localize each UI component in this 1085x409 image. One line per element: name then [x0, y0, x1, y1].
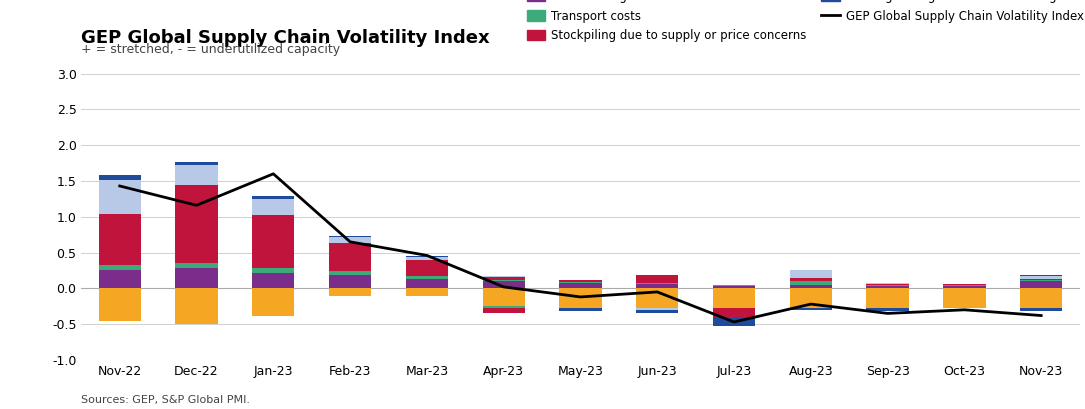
Bar [560, 282, 601, 283]
Bar [252, 196, 294, 199]
Bar [867, 288, 909, 308]
Bar [406, 276, 448, 279]
Bar [406, 288, 448, 295]
Bar [406, 256, 448, 257]
Bar [252, 215, 294, 268]
Bar [329, 236, 371, 237]
Bar [713, 288, 755, 308]
Bar [790, 288, 832, 308]
Bar [790, 278, 832, 281]
Bar [329, 237, 371, 243]
Bar [99, 180, 141, 214]
Bar [176, 184, 218, 263]
Bar [1020, 275, 1062, 276]
Bar [329, 243, 371, 271]
Bar [329, 288, 371, 295]
Bar [790, 270, 832, 278]
Bar [636, 284, 678, 288]
Bar [483, 281, 525, 288]
Bar [329, 271, 371, 276]
Bar [483, 276, 525, 277]
Bar [790, 308, 832, 310]
Bar [560, 308, 601, 311]
Bar [1020, 288, 1062, 308]
Bar [1020, 279, 1062, 280]
Bar [176, 268, 218, 288]
Bar [99, 175, 141, 180]
Bar [252, 268, 294, 272]
Bar [406, 279, 448, 288]
Bar [1020, 280, 1062, 281]
Bar [867, 285, 909, 286]
Bar [713, 308, 755, 318]
Bar [636, 310, 678, 313]
Text: + = stretched, - = underutilized capacity: + = stretched, - = underutilized capacit… [81, 43, 341, 56]
Bar [1020, 281, 1062, 288]
Bar [1020, 308, 1062, 310]
Bar [329, 276, 371, 288]
Bar [790, 285, 832, 288]
Bar [560, 283, 601, 288]
Bar [483, 277, 525, 280]
Bar [99, 270, 141, 288]
Bar [867, 284, 909, 285]
Bar [406, 261, 448, 276]
Bar [252, 272, 294, 288]
Bar [943, 285, 985, 286]
Bar [713, 285, 755, 286]
Bar [483, 306, 525, 308]
Bar [636, 288, 678, 308]
Bar [176, 288, 218, 324]
Bar [483, 288, 525, 306]
Bar [867, 283, 909, 284]
Bar [867, 308, 909, 310]
Bar [636, 283, 678, 284]
Bar [176, 162, 218, 164]
Bar [943, 288, 985, 308]
Bar [99, 214, 141, 265]
Legend: Demand, Item shortages, Transport costs, Stockpiling due to supply or price conc: Demand, Item shortages, Transport costs,… [526, 0, 1084, 42]
Bar [406, 257, 448, 261]
Bar [560, 280, 601, 282]
Bar [176, 263, 218, 268]
Bar [636, 308, 678, 310]
Bar [99, 288, 141, 321]
Bar [252, 288, 294, 316]
Bar [713, 318, 755, 326]
Text: Sources: GEP, S&P Global PMI.: Sources: GEP, S&P Global PMI. [81, 395, 251, 405]
Bar [176, 164, 218, 184]
Bar [943, 286, 985, 288]
Bar [483, 280, 525, 281]
Bar [636, 275, 678, 283]
Bar [867, 286, 909, 288]
Bar [943, 284, 985, 285]
Bar [252, 199, 294, 215]
Bar [560, 288, 601, 308]
Bar [790, 281, 832, 285]
Bar [99, 265, 141, 270]
Bar [713, 286, 755, 288]
Bar [483, 308, 525, 313]
Text: GEP Global Supply Chain Volatility Index: GEP Global Supply Chain Volatility Index [81, 29, 490, 47]
Bar [1020, 276, 1062, 279]
